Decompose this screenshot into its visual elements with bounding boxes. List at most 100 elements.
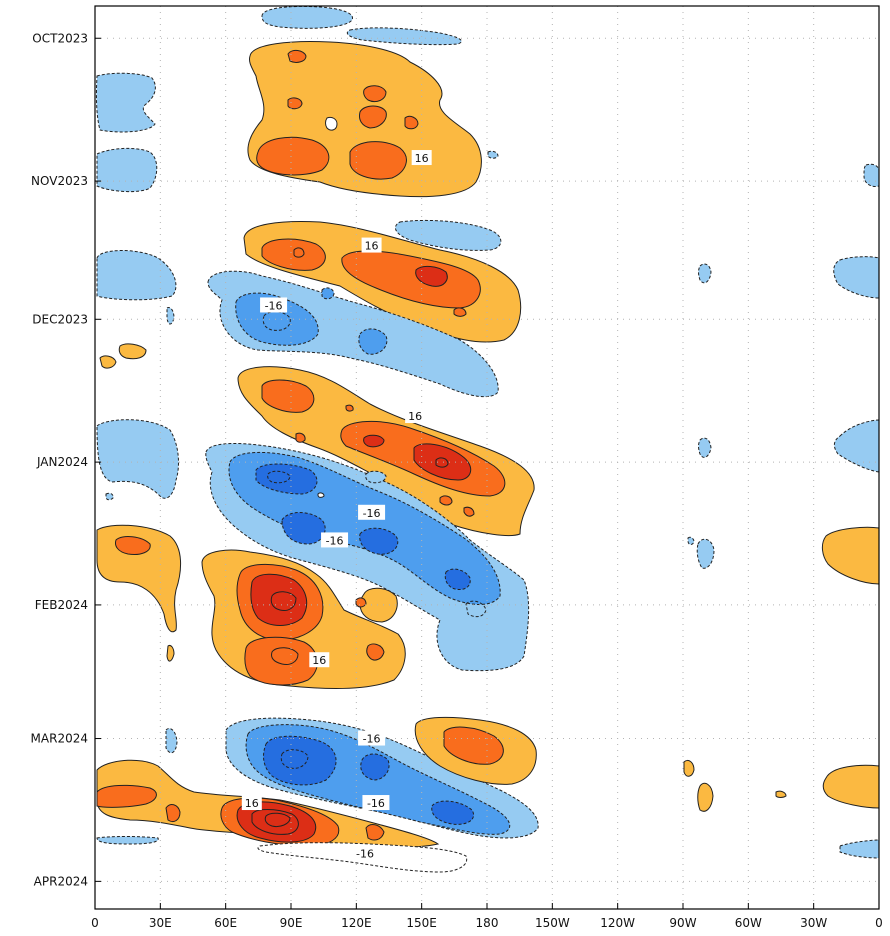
- y-tick-label: OCT2023: [32, 31, 88, 45]
- strong-positive-region: [443, 726, 504, 765]
- intense-negative-region: [360, 753, 390, 781]
- negative-anomaly-region: [267, 470, 291, 484]
- contour-label: -16: [362, 795, 390, 811]
- contour-label: 16: [241, 795, 262, 811]
- contour-label-background: [362, 795, 390, 811]
- contour-label-text: 16: [408, 410, 422, 423]
- negative-anomaly-region: [833, 256, 879, 299]
- positive-anomaly-region: [325, 116, 338, 131]
- strong-positive-region: [96, 784, 157, 808]
- contour-label: 16: [361, 237, 382, 253]
- intense-positive-region: [250, 573, 308, 626]
- negative-anomaly-region: [698, 437, 712, 458]
- strong-positive-region: [256, 136, 330, 176]
- negative-anomaly-region: [96, 419, 179, 499]
- x-tick-label: 150E: [406, 916, 437, 930]
- strong-positive-region: [345, 404, 354, 412]
- contour-label-background: [309, 652, 330, 668]
- strong-positive-region: [295, 432, 306, 443]
- negative-anomaly-region: [166, 307, 175, 325]
- contour-label-text: -16: [363, 733, 381, 746]
- strong-positive-region: [287, 97, 303, 110]
- contour-label-text: -16: [363, 507, 381, 520]
- y-tick-label: FEB2024: [35, 598, 88, 612]
- contour-label: -16: [260, 297, 288, 313]
- strong-negative-region: [358, 328, 388, 355]
- intense-negative-region: [444, 568, 471, 591]
- x-tick-label: 90E: [280, 916, 303, 930]
- x-tick-label: 120E: [341, 916, 372, 930]
- negative-anomaly-region: [96, 147, 158, 193]
- positive-anomaly-region: [96, 524, 181, 633]
- x-tick-label: 0: [875, 916, 883, 930]
- positive-anomaly-region: [271, 647, 299, 665]
- negative-anomaly-region: [280, 749, 309, 769]
- strong-positive-region: [404, 115, 419, 130]
- x-tick-label: 60W: [735, 916, 762, 930]
- contour-label-text: -16: [326, 534, 344, 547]
- strong-positive-region: [366, 643, 385, 661]
- negative-anomaly-region: [839, 839, 879, 859]
- x-tick-label: 180: [476, 916, 499, 930]
- contour-field-layer: [95, 6, 879, 873]
- negative-anomaly-region: [833, 419, 879, 473]
- contour-label-text: 16: [312, 654, 326, 667]
- strong-positive-region: [355, 597, 367, 608]
- positive-anomaly-region: [99, 355, 117, 369]
- strong-positive-region: [365, 824, 385, 841]
- negative-anomaly-region: [687, 536, 695, 545]
- positive-anomaly-region: [822, 764, 879, 809]
- positive-anomaly-region: [435, 457, 449, 468]
- positive-anomaly-region: [317, 492, 325, 498]
- intense-negative-region: [359, 527, 399, 555]
- contour-label-background: [321, 532, 349, 548]
- negative-anomaly-region: [346, 27, 462, 46]
- y-tick-label: JAN2024: [36, 455, 88, 469]
- strong-negative-region: [235, 292, 319, 346]
- negative-anomaly-region: [698, 263, 712, 284]
- negative-anomaly-region: [261, 6, 353, 29]
- negative-anomaly-region: [487, 150, 499, 159]
- contour-label-background: [351, 845, 379, 861]
- contour-label-background: [361, 237, 382, 253]
- positive-anomaly-region: [697, 782, 714, 812]
- positive-anomaly-region: [775, 790, 787, 798]
- intense-positive-region: [415, 265, 448, 287]
- positive-anomaly-region: [118, 343, 147, 360]
- strong-positive-region: [165, 804, 181, 823]
- contour-label-text: 16: [365, 240, 379, 253]
- strong-positive-region: [359, 105, 387, 129]
- positive-anomaly-region: [264, 812, 291, 827]
- negative-anomaly-region: [105, 492, 114, 501]
- contour-label-text: -16: [265, 299, 283, 312]
- positive-anomaly-region: [251, 809, 299, 835]
- negative-anomaly-region: [465, 600, 487, 618]
- x-tick-label: 60E: [214, 916, 237, 930]
- contour-label-text: -16: [367, 797, 385, 810]
- contour-label-background: [241, 795, 262, 811]
- strong-positive-region: [261, 379, 315, 413]
- contour-label-background: [411, 150, 432, 166]
- strong-positive-region: [349, 141, 407, 180]
- contour-label: -16: [321, 532, 349, 548]
- strong-positive-region: [244, 636, 318, 686]
- contour-label-text: 16: [415, 152, 429, 165]
- intense-negative-region: [263, 735, 337, 786]
- contour-label: -16: [358, 730, 386, 746]
- intense-positive-region: [236, 801, 317, 843]
- intense-positive-region: [413, 443, 472, 481]
- strong-positive-region: [287, 49, 307, 63]
- contour-label-text: -16: [356, 848, 374, 861]
- contour-label: 16: [309, 652, 330, 668]
- y-tick-label: NOV2023: [31, 174, 88, 188]
- x-tick-label: 90W: [669, 916, 696, 930]
- x-tick-label: 120W: [600, 916, 635, 930]
- negative-anomaly-region: [262, 311, 291, 331]
- strong-positive-region: [363, 85, 387, 103]
- negative-anomaly-region: [96, 250, 177, 301]
- contour-label: 16: [411, 150, 432, 166]
- intense-positive-region: [363, 434, 385, 448]
- contour-label-background: [358, 504, 386, 520]
- contour-label: -16: [351, 845, 379, 861]
